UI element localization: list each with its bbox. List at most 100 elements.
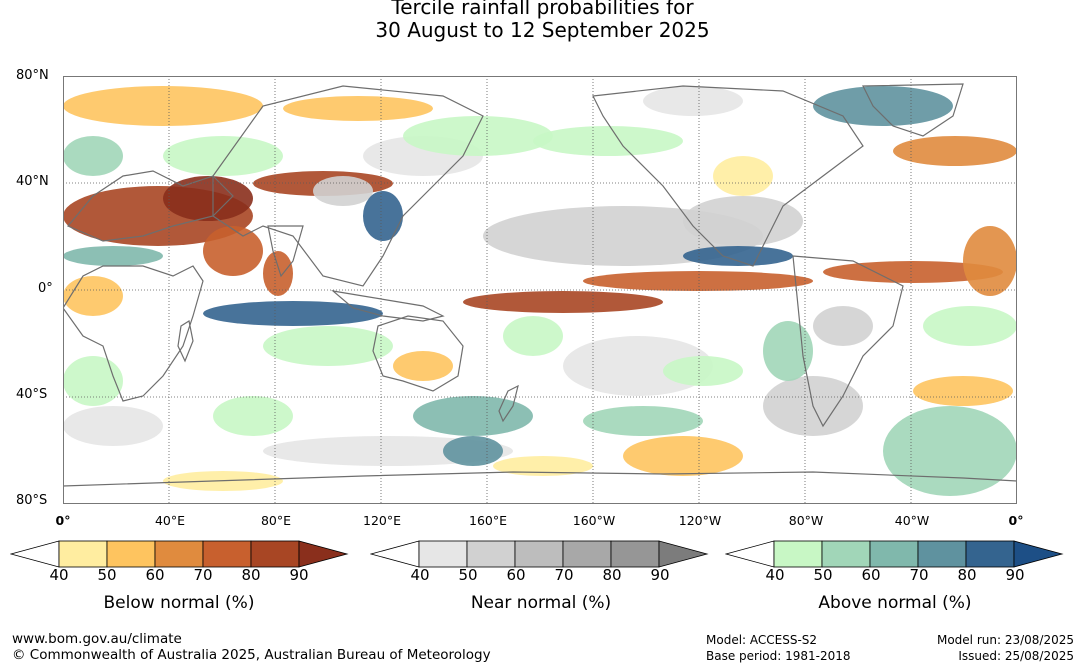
- colorbar-segment: [154, 540, 204, 568]
- colorbar-segment: [610, 540, 660, 568]
- probability-patch: [683, 246, 793, 266]
- rainfall-probability-map: [63, 76, 1017, 504]
- colorbar-segment: [514, 540, 564, 568]
- probability-patch: [583, 271, 813, 291]
- probability-patch: [413, 396, 533, 436]
- lon-label-160w: 160°W: [572, 513, 616, 528]
- colorbar-segment: [250, 540, 300, 568]
- title-line-1: Tercile rainfall probabilities for: [391, 0, 694, 19]
- probability-patch: [533, 126, 683, 156]
- near-tick: 60: [506, 566, 526, 584]
- copyright-text: © Commonwealth of Australia 2025, Austra…: [12, 647, 491, 663]
- colorbar-min-arrow: [725, 540, 775, 568]
- below-tick: 80: [241, 566, 261, 584]
- below-tick: 90: [289, 566, 309, 584]
- near-normal-colorbar: [370, 540, 709, 568]
- probability-patch: [923, 306, 1017, 346]
- probability-patch: [283, 96, 433, 121]
- title-line-2: 30 August to 12 September 2025: [375, 18, 710, 42]
- probability-patch: [313, 176, 373, 206]
- probability-patch: [63, 246, 163, 266]
- above-tick: 50: [813, 566, 833, 584]
- issued-text: Issued: 25/08/2025: [958, 649, 1074, 663]
- probability-patch: [893, 136, 1017, 166]
- graticule: [63, 76, 1017, 504]
- lon-label-40e: 40°E: [154, 513, 186, 528]
- probability-patch: [63, 276, 123, 316]
- near-tick: 80: [602, 566, 622, 584]
- above-tick: 40: [765, 566, 785, 584]
- lon-label-120w: 120°W: [678, 513, 722, 528]
- colorbar-segment: [917, 540, 967, 568]
- map-canvas: [63, 76, 1017, 504]
- colorbar-segment: [106, 540, 156, 568]
- below-normal-colorbar: [10, 540, 349, 568]
- probability-patch: [503, 316, 563, 356]
- near-tick: 90: [650, 566, 670, 584]
- lon-label-80e: 80°E: [260, 513, 292, 528]
- probability-patch: [203, 226, 263, 276]
- model-run-text: Model run: 23/08/2025: [936, 633, 1074, 647]
- near-tick: 40: [410, 566, 430, 584]
- colorbar-segment: [869, 540, 919, 568]
- above-tick: 70: [909, 566, 929, 584]
- probability-patch: [443, 436, 503, 466]
- probability-patch: [63, 406, 163, 446]
- probability-patch: [963, 226, 1017, 296]
- probability-patch: [163, 176, 253, 221]
- model-text: Model: ACCESS-S2: [706, 633, 818, 647]
- below-normal-label: Below normal (%): [103, 593, 255, 613]
- probability-patch: [63, 136, 123, 176]
- map-title: Tercile rainfall probabilities for 30 Au…: [0, 0, 1085, 42]
- probability-patch: [813, 86, 953, 126]
- probability-patch: [823, 261, 1003, 283]
- lat-label-40s: 40°S: [16, 387, 48, 402]
- above-tick: 90: [1005, 566, 1025, 584]
- below-tick: 40: [49, 566, 69, 584]
- lon-label-120e: 120°E: [362, 513, 402, 528]
- colorbar-max-arrow: [298, 540, 349, 568]
- below-tick: 50: [97, 566, 117, 584]
- probability-patch: [363, 191, 403, 241]
- lat-label-0: 0°: [38, 281, 53, 296]
- near-normal-label: Near normal (%): [470, 593, 612, 613]
- map-frame: [63, 76, 1017, 504]
- probability-patch: [623, 436, 743, 476]
- lon-label-40w: 40°W: [894, 513, 930, 528]
- colorbar-segment: [821, 540, 871, 568]
- lon-label-0: 0°: [55, 513, 71, 528]
- colorbar-max-arrow: [1013, 540, 1064, 568]
- probability-patch: [493, 456, 593, 476]
- above-normal-colorbar: [725, 540, 1064, 568]
- probability-patch: [213, 396, 293, 436]
- colorbar-segment: [58, 540, 108, 568]
- colorbar-segment: [562, 540, 612, 568]
- probability-patch: [643, 86, 743, 116]
- lon-label-0-east: 0°: [1008, 513, 1024, 528]
- colorbar-min-arrow: [370, 540, 420, 568]
- colorbar-segment: [965, 540, 1015, 568]
- probability-patch: [63, 356, 123, 406]
- probability-patch: [263, 326, 393, 366]
- probability-patch: [463, 291, 663, 313]
- probability-patch: [403, 116, 553, 156]
- lat-label-80s: 80°S: [16, 493, 48, 508]
- probability-patch: [813, 306, 873, 346]
- probability-patch: [683, 196, 803, 246]
- lat-label-80n: 80°N: [16, 68, 49, 83]
- probability-patch: [713, 156, 773, 196]
- probability-patch: [163, 136, 283, 176]
- below-tick: 70: [193, 566, 213, 584]
- probability-patch: [63, 86, 263, 126]
- coastlines: [63, 83, 1017, 487]
- probability-patch: [583, 406, 703, 436]
- above-tick: 60: [861, 566, 881, 584]
- above-normal-label: Above normal (%): [818, 593, 972, 613]
- below-tick: 60: [145, 566, 165, 584]
- base-period-text: Base period: 1981-2018: [706, 649, 851, 663]
- probability-patch: [203, 301, 383, 326]
- above-tick: 80: [957, 566, 977, 584]
- website-text: www.bom.gov.au/climate: [12, 631, 182, 647]
- probability-patch: [663, 356, 743, 386]
- probability-patch: [393, 351, 453, 381]
